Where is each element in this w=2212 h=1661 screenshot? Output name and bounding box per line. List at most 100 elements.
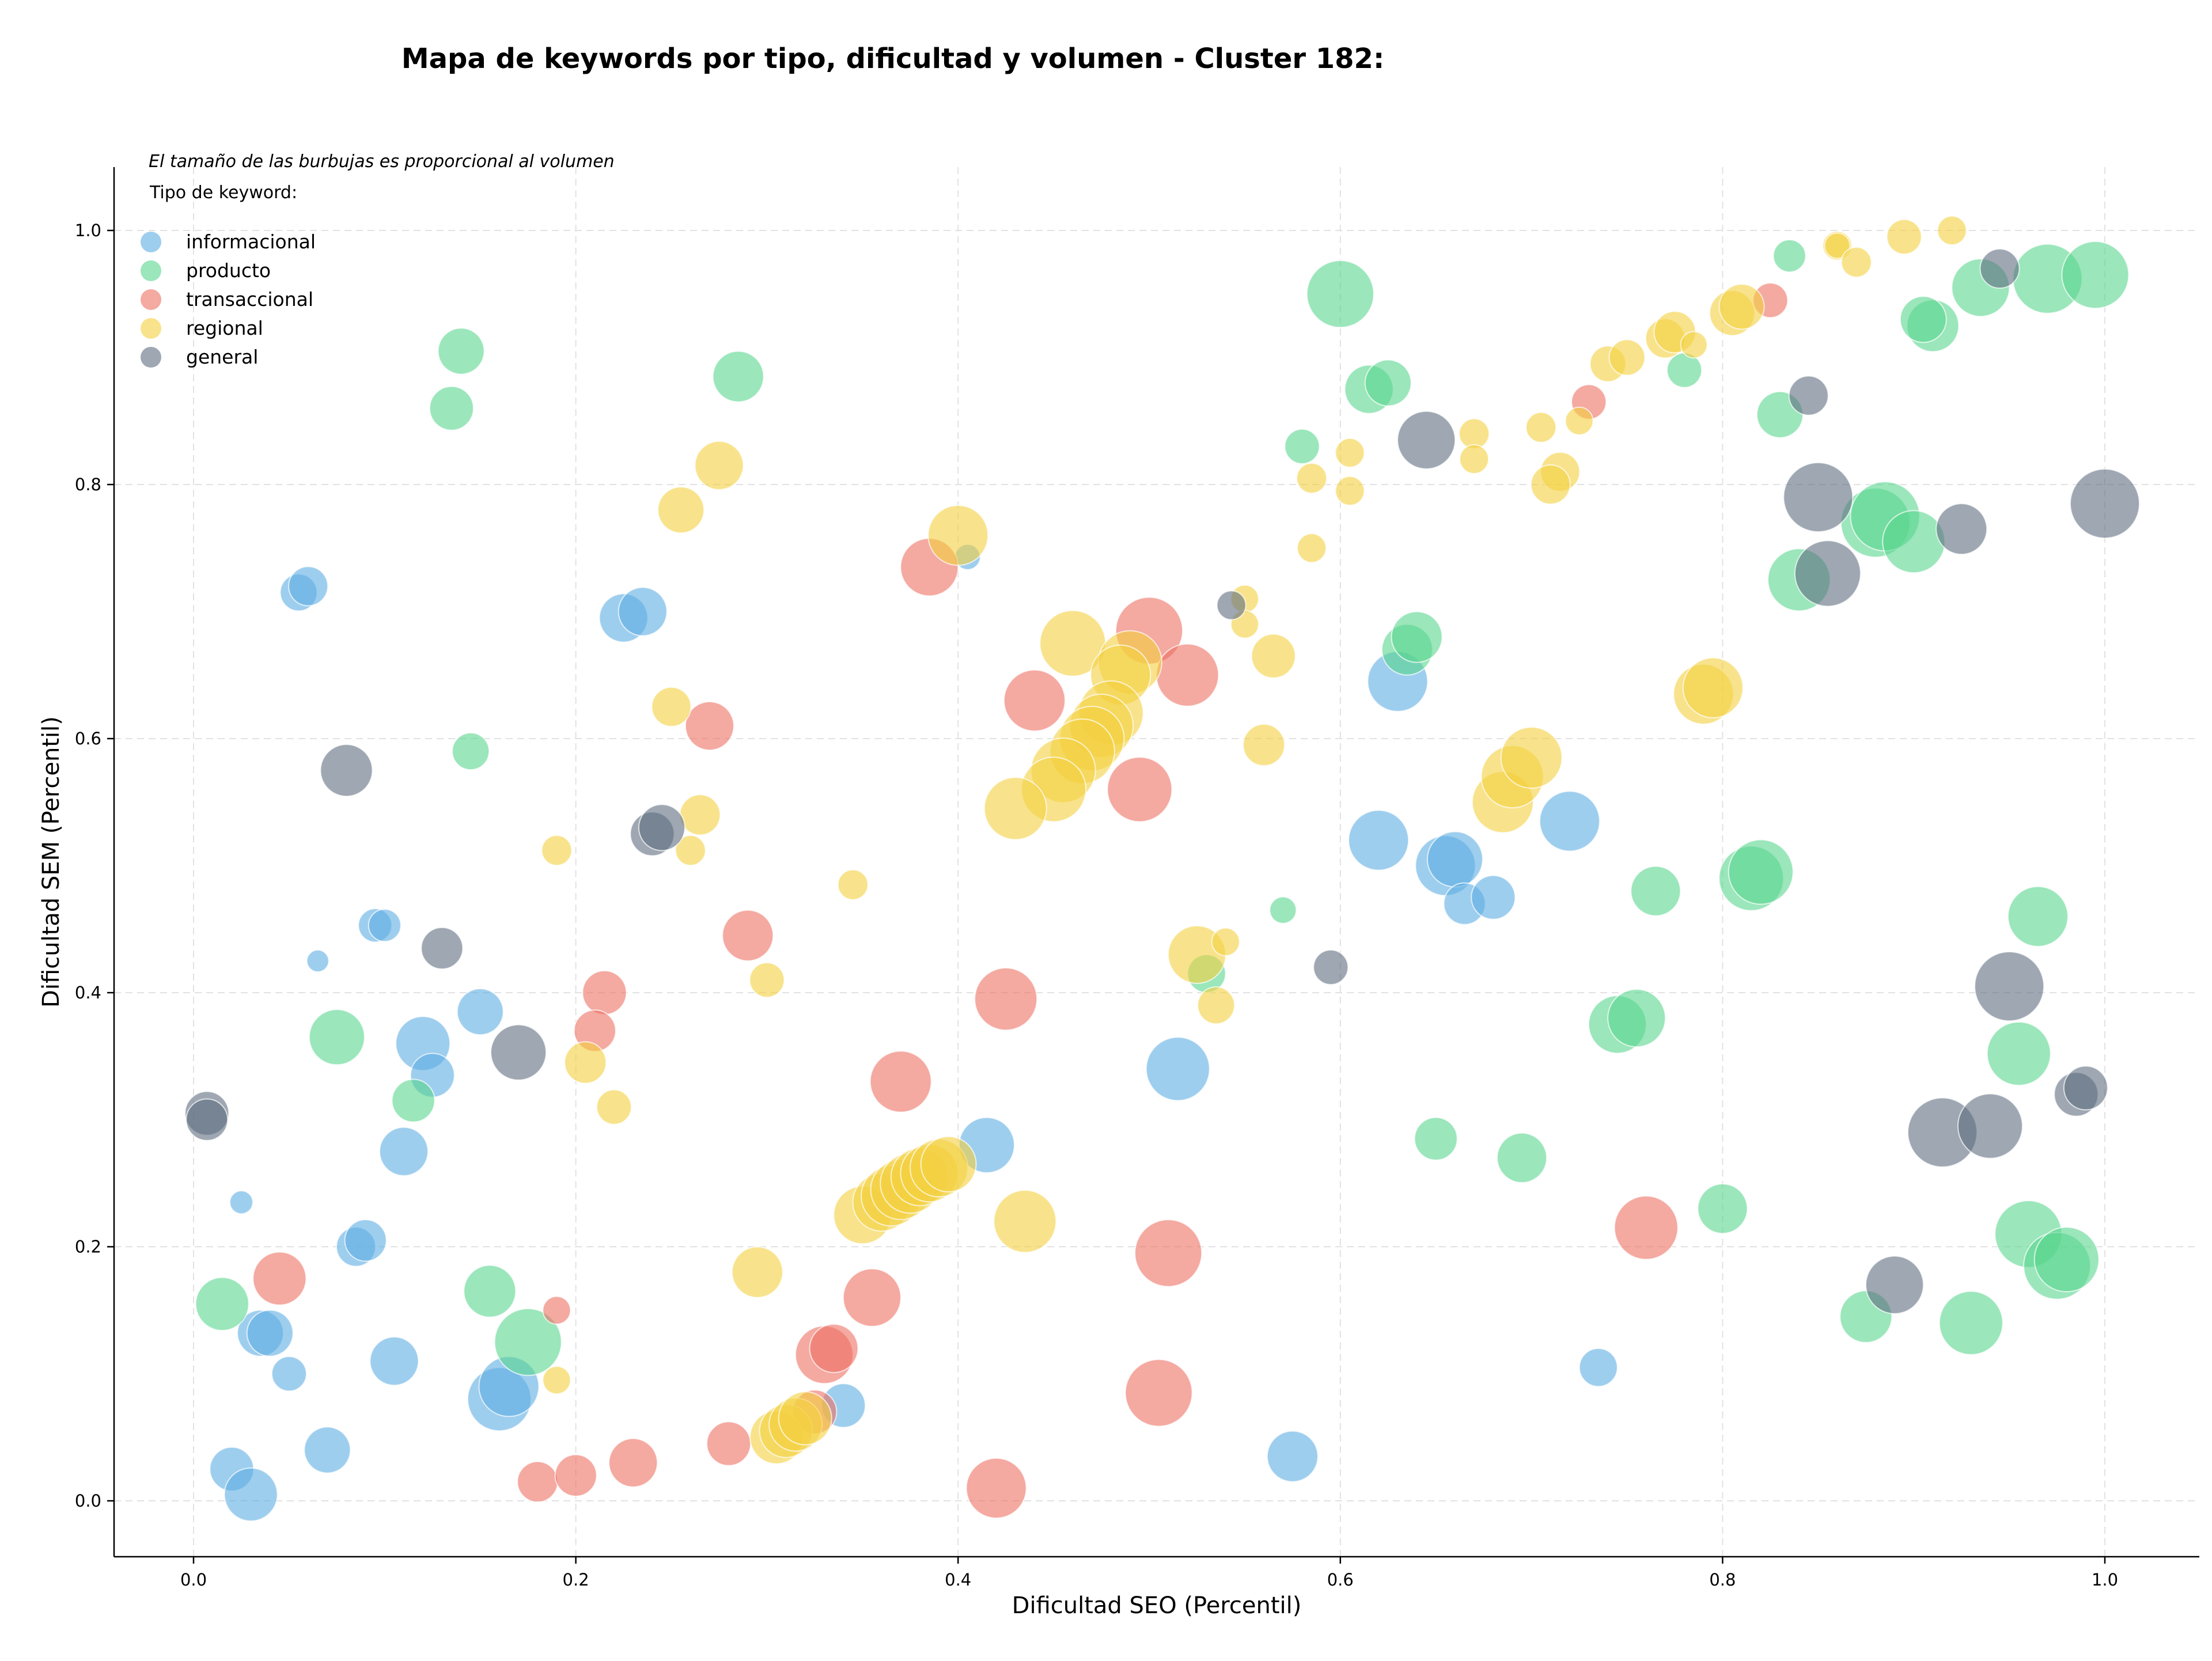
bubble-producto (2062, 241, 2128, 308)
legend-marker-transaccional (141, 289, 161, 310)
bubble-general (1936, 504, 1987, 554)
bubble-informacional (1427, 831, 1483, 887)
bubble-producto (1365, 360, 1411, 406)
bubble-transaccional (810, 1324, 858, 1372)
bubble-regional (1335, 438, 1364, 467)
bubble-general (186, 1099, 228, 1141)
bubble-producto (1774, 240, 1806, 272)
bubble-producto (196, 1277, 249, 1330)
size-note: El tamaño de las burbujas es proporciona… (149, 152, 615, 172)
bubble-producto (392, 1079, 435, 1122)
bubble-general (1958, 1094, 2022, 1159)
bubble-producto (1285, 429, 1319, 464)
bubble-regional (1681, 331, 1707, 358)
bubble-transaccional (1004, 670, 1065, 731)
bubble-producto (1729, 840, 1793, 905)
bubble-regional (1938, 216, 1967, 245)
legend-label-general: general (186, 346, 258, 368)
bubble-transaccional (253, 1252, 306, 1305)
y-tick-label: 0.0 (75, 1491, 101, 1511)
bubble-informacional (380, 1127, 428, 1176)
bubble-informacional (307, 950, 329, 972)
bubble-producto (438, 328, 484, 374)
bubble-transaccional (722, 910, 773, 961)
x-axis-label: Dificultad SEO (Percentil) (1012, 1592, 1302, 1619)
bubble-general (2064, 1066, 2108, 1110)
legend-marker-general (141, 347, 161, 368)
bubble-general (1313, 950, 1348, 985)
bubble-general (421, 928, 463, 969)
bubble-producto (1631, 867, 1680, 916)
bubble-transaccional (1156, 644, 1218, 706)
bubble-regional (597, 1089, 631, 1124)
bubble-general (1217, 591, 1246, 619)
bubble-informacional (225, 1468, 278, 1521)
bubble-transaccional (517, 1462, 558, 1502)
bubble-regional (1526, 413, 1556, 442)
bubble-producto (1307, 260, 1374, 327)
bubble-producto (1900, 296, 1946, 342)
bubble-transaccional (1135, 1220, 1202, 1287)
bubble-transaccional (555, 1455, 597, 1496)
bubble-regional (1198, 987, 1234, 1024)
bubble-regional (921, 1137, 976, 1192)
bubble-transaccional (975, 968, 1037, 1030)
bubble-informacional (345, 1220, 387, 1261)
bubble-informacional (230, 1191, 253, 1214)
bubble-transaccional (1107, 757, 1172, 822)
bubble-general (1975, 952, 2044, 1021)
bubble-producto (2035, 1227, 2099, 1292)
bubble-informacional (1267, 1431, 1318, 1482)
bubble-general (1789, 376, 1828, 415)
bubble-transaccional (967, 1458, 1027, 1518)
legend-title: Tipo de keyword: (149, 183, 297, 203)
bubble-regional (749, 963, 784, 997)
bubble-producto (1497, 1133, 1547, 1183)
bubble-producto (1883, 510, 1945, 573)
bubble-transaccional (870, 1051, 931, 1112)
bubble-regional (680, 794, 720, 835)
x-tick-label: 0.4 (945, 1570, 971, 1590)
bubble-informacional (619, 588, 667, 636)
y-tick-label: 0.8 (75, 475, 101, 494)
bubble-transaccional (582, 971, 626, 1015)
bubble-informacional (1580, 1348, 1618, 1386)
bubble-informacional (289, 566, 328, 606)
bubble-producto (1698, 1184, 1747, 1234)
bubble-general (1866, 1256, 1923, 1314)
bubble-transaccional (843, 1269, 901, 1326)
bubble-regional (1609, 340, 1645, 376)
legend-marker-informacional (141, 232, 161, 252)
bubble-regional (1719, 284, 1764, 329)
bubble-producto (309, 1009, 365, 1065)
bubble-producto (430, 387, 474, 430)
bubble-regional (1243, 724, 1285, 766)
y-tick-label: 0.6 (75, 729, 101, 748)
bubble-regional (994, 1190, 1056, 1253)
legend-marker-regional (141, 318, 161, 339)
bubble-transaccional (609, 1439, 657, 1487)
x-tick-label: 1.0 (2092, 1570, 2118, 1590)
x-tick-label: 0.6 (1327, 1570, 1354, 1590)
bubble-regional (1212, 928, 1240, 956)
bubble-producto (2008, 887, 2068, 947)
y-tick-label: 0.4 (75, 983, 101, 1002)
bubble-regional (652, 687, 691, 727)
bubble-producto (1270, 897, 1296, 924)
bubble-regional (1683, 658, 1743, 718)
legend-label-regional: regional (186, 317, 263, 339)
bubble-general (1795, 540, 1861, 606)
bubble-regional (1531, 465, 1570, 504)
bubble-producto (713, 351, 764, 402)
bubble-regional (984, 777, 1047, 839)
bubble-producto (1415, 1118, 1457, 1160)
bubble-regional (658, 487, 704, 533)
bubble-informacional (1471, 876, 1515, 920)
bubble-transaccional (685, 702, 734, 750)
y-tick-label: 1.0 (75, 221, 101, 240)
bubble-general (1980, 249, 2020, 288)
bubble-regional (1887, 220, 1922, 254)
y-axis-label: Dificultad SEM (Percentil) (38, 716, 65, 1008)
